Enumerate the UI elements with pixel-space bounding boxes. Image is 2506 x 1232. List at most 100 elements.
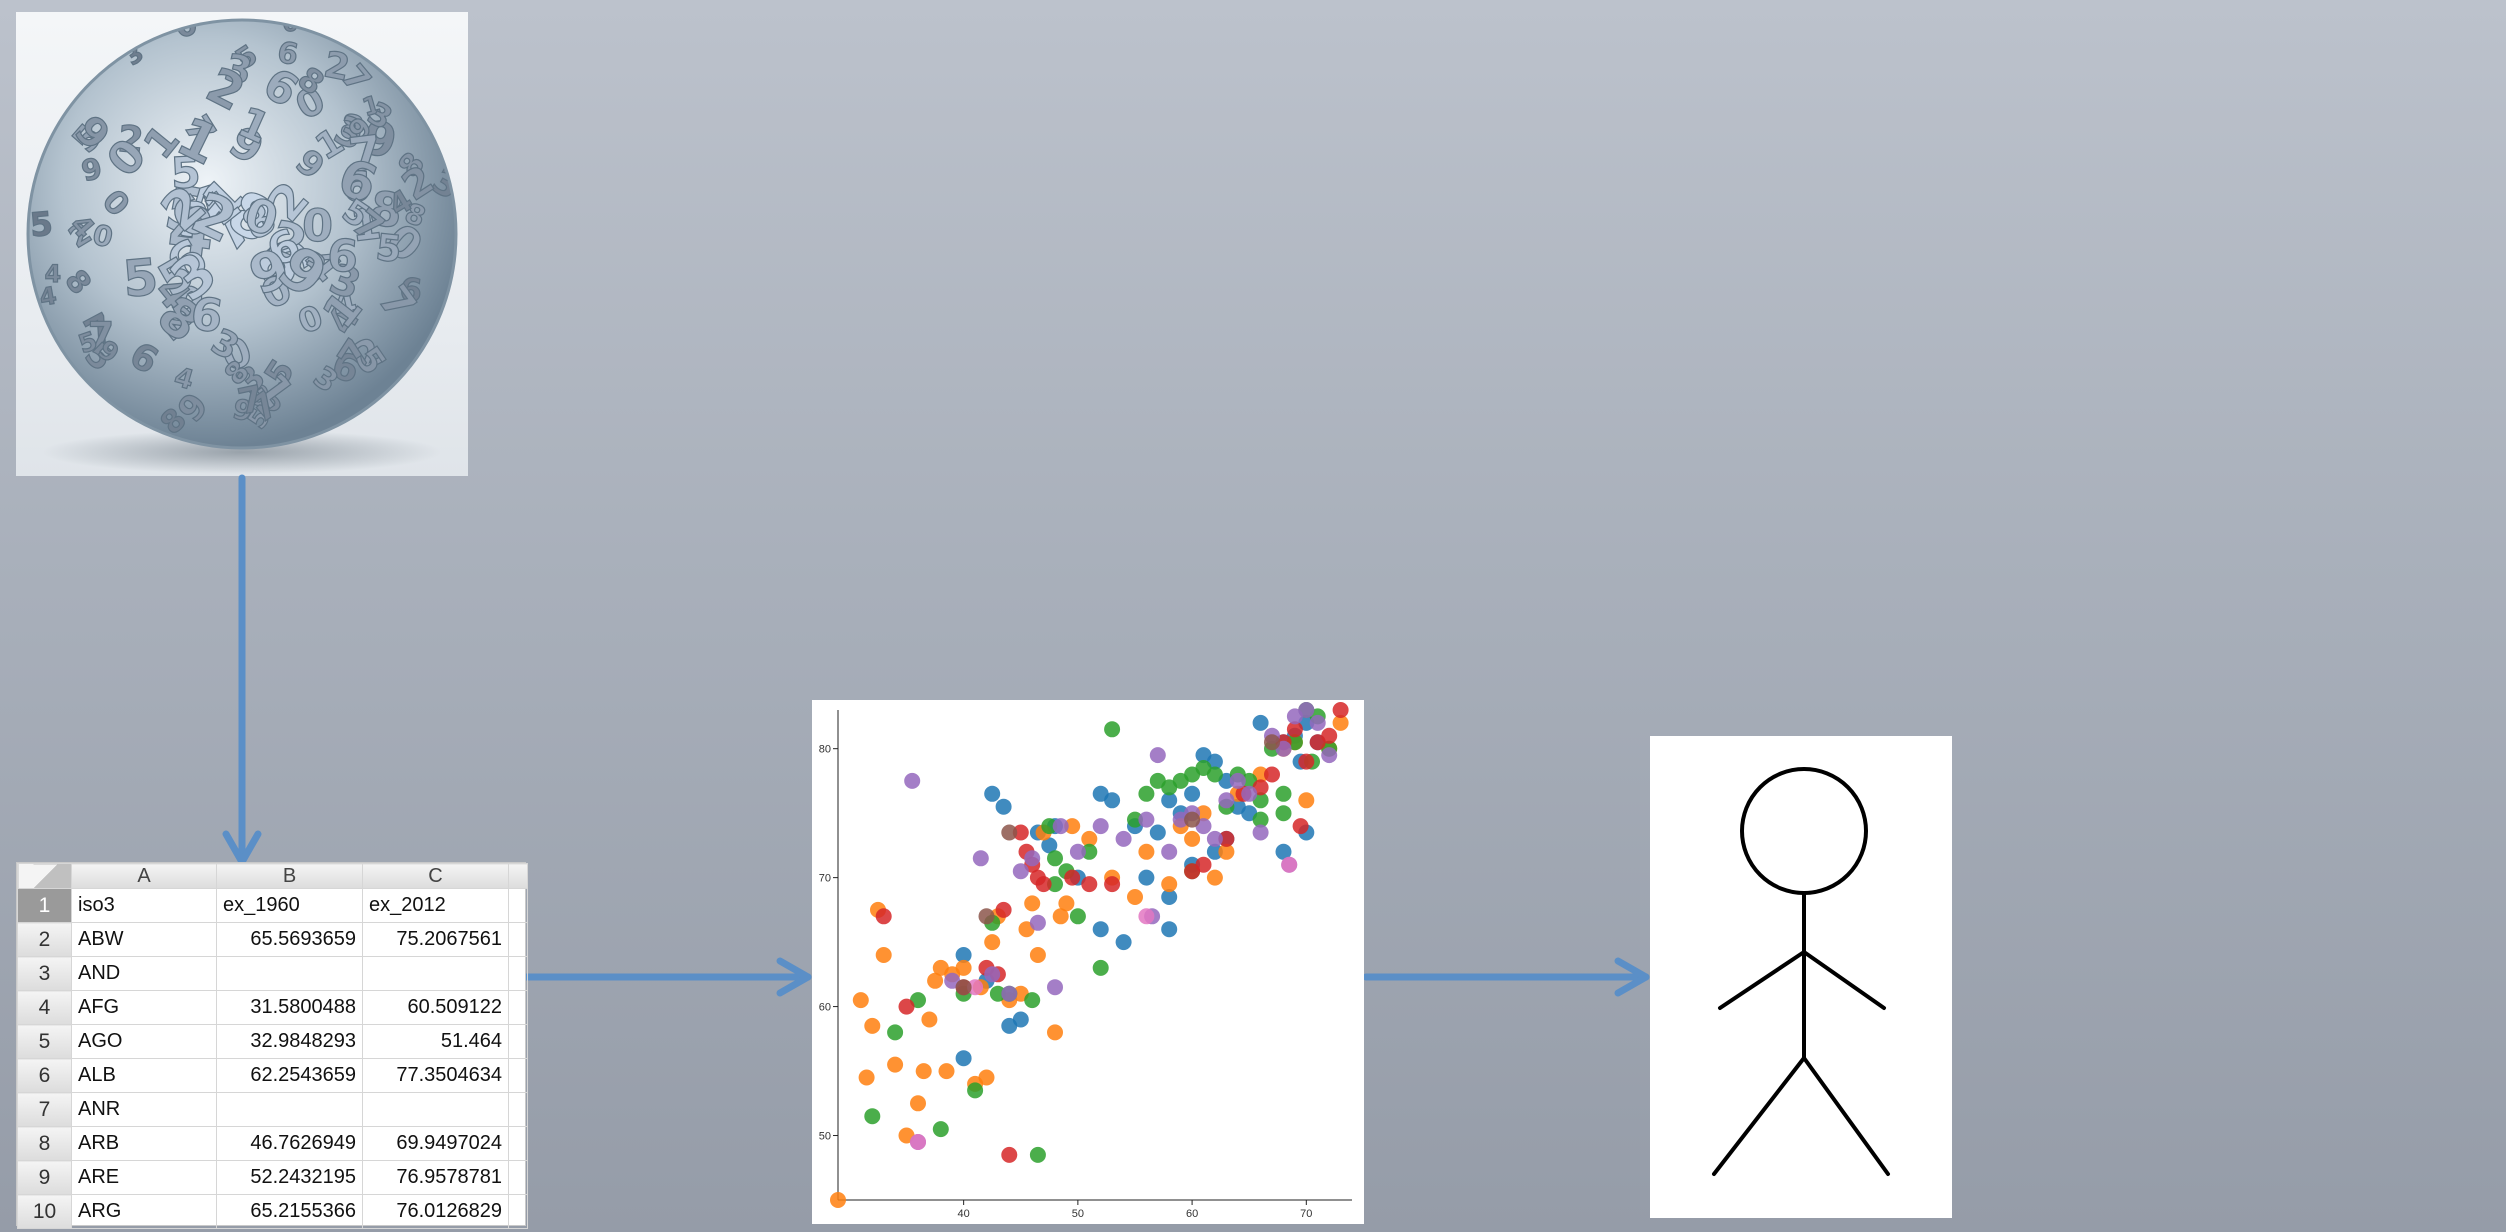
cell-c[interactable]: 69.9497024: [362, 1126, 509, 1161]
scatter-point: [1149, 747, 1166, 764]
row-number[interactable]: 10: [17, 1194, 72, 1229]
cell-d[interactable]: [508, 922, 528, 957]
select-all-corner[interactable]: [17, 863, 72, 889]
cell-d[interactable]: [508, 1126, 528, 1161]
scatter-point: [1138, 785, 1155, 802]
cell-c[interactable]: 51.464: [362, 1024, 509, 1059]
cell-a[interactable]: iso3: [71, 888, 217, 923]
cell-d[interactable]: [508, 1058, 528, 1093]
scatter-point: [1309, 714, 1326, 731]
ball-digit: 0: [248, 378, 271, 413]
row-number[interactable]: 3: [17, 956, 72, 991]
row-number[interactable]: 2: [17, 922, 72, 957]
ball-digit: 6: [398, 270, 424, 310]
scatter-point: [1241, 785, 1258, 802]
scatter-point: [1092, 959, 1109, 976]
cell-a[interactable]: AND: [71, 956, 217, 991]
scatter-point: [927, 972, 944, 989]
cell-b[interactable]: [216, 956, 363, 991]
cell-a[interactable]: AGO: [71, 1024, 217, 1059]
column-header-c[interactable]: C: [362, 863, 509, 889]
scatter-point: [955, 1050, 972, 1067]
scatter-point: [978, 1069, 995, 1086]
cell-a[interactable]: ANR: [71, 1092, 217, 1127]
row-number[interactable]: 8: [17, 1126, 72, 1161]
scatter-point: [1229, 772, 1246, 789]
row-number[interactable]: 9: [17, 1160, 72, 1195]
cell-b[interactable]: 65.5693659: [216, 922, 363, 957]
cell-c[interactable]: [362, 956, 509, 991]
cell-a[interactable]: AFG: [71, 990, 217, 1025]
cell-a[interactable]: ARG: [71, 1194, 217, 1229]
cell-c[interactable]: 77.3504634: [362, 1058, 509, 1093]
scatter-point: [1206, 766, 1223, 783]
row-number[interactable]: 4: [17, 990, 72, 1025]
cell-c[interactable]: ex_2012: [362, 888, 509, 923]
column-header-b[interactable]: B: [216, 863, 363, 889]
spreadsheet-body: 1 iso3 ex_1960 ex_2012 2 ABW 65.5693659 75.2067…: [17, 888, 528, 1229]
cell-b[interactable]: 52.2432195: [216, 1160, 363, 1195]
scatter-point: [1052, 908, 1069, 925]
scatter-point: [1001, 824, 1018, 841]
ball-digit: 7: [346, 126, 385, 184]
cell-c[interactable]: 76.9578781: [362, 1160, 509, 1195]
cell-d[interactable]: [508, 1024, 528, 1059]
column-header-d[interactable]: [508, 863, 528, 889]
scatter-point: [1012, 863, 1029, 880]
cell-b[interactable]: 31.5800488: [216, 990, 363, 1025]
scatter-plot-svg: 40 50 60 70 50 60 70 80: [819, 702, 1352, 1220]
ball-digit: 4: [164, 193, 219, 274]
table-row: 10 ARG 65.2155366 76.0126829: [17, 1194, 528, 1229]
cell-b[interactable]: 65.2155366: [216, 1194, 363, 1229]
cell-b[interactable]: 32.9848293: [216, 1024, 363, 1059]
cell-b[interactable]: 62.2543659: [216, 1058, 363, 1093]
scatter-point: [1104, 792, 1121, 809]
cell-c[interactable]: [362, 1092, 509, 1127]
scatter-point: [1047, 1024, 1063, 1041]
row-number[interactable]: 7: [17, 1092, 72, 1127]
cell-d[interactable]: [508, 1092, 528, 1127]
cell-b[interactable]: 46.7626949: [216, 1126, 363, 1161]
spreadsheet: A B C 1 iso3 ex_1960 ex_2012 2 ABW 65.5693659 7…: [16, 862, 528, 1229]
scatter-point: [955, 979, 972, 996]
scatter-point: [984, 934, 1001, 951]
scatter-point: [1092, 921, 1109, 938]
cell-d[interactable]: [508, 1194, 528, 1229]
cell-a[interactable]: ARE: [71, 1160, 217, 1195]
column-header-a[interactable]: A: [71, 863, 217, 889]
cell-a[interactable]: ALB: [71, 1058, 217, 1093]
cell-c[interactable]: 75.2067561: [362, 922, 509, 957]
y-tick-label: 70: [819, 873, 831, 885]
ball-digit: 4: [45, 260, 61, 288]
cell-b[interactable]: ex_1960: [216, 888, 363, 923]
scatter-point: [1161, 921, 1178, 938]
cell-d[interactable]: [508, 990, 528, 1025]
cell-d[interactable]: [508, 888, 528, 923]
cell-c[interactable]: 60.509122: [362, 990, 509, 1025]
scatter-point: [1195, 856, 1212, 873]
scatter-point: [1161, 889, 1178, 905]
scatter-point: [955, 947, 972, 963]
scatter-point: [1161, 792, 1178, 809]
row-number[interactable]: 5: [17, 1024, 72, 1059]
arrow-head-right-1: [776, 957, 812, 997]
x-tick-label: 70: [1300, 1208, 1312, 1220]
cell-c[interactable]: 76.0126829: [362, 1194, 509, 1229]
ball-sphere: [28, 20, 456, 448]
scatter-point: [1138, 811, 1155, 828]
cell-a[interactable]: ABW: [71, 922, 217, 957]
cell-d[interactable]: [508, 956, 528, 991]
cell-a[interactable]: ARB: [71, 1126, 217, 1161]
scatter-point: [1041, 837, 1058, 854]
scatter-point: [1058, 895, 1075, 912]
scatter-point: [1081, 830, 1098, 847]
cell-b[interactable]: [216, 1092, 363, 1127]
row-number[interactable]: 1: [17, 888, 72, 923]
table-row: 2 ABW 65.5693659 75.2067561: [17, 922, 528, 957]
cell-d[interactable]: [508, 1160, 528, 1195]
scatter-point: [967, 1082, 984, 1099]
scatter-point: [904, 772, 921, 789]
scatter-point: [1029, 1146, 1046, 1163]
row-number[interactable]: 6: [17, 1058, 72, 1093]
